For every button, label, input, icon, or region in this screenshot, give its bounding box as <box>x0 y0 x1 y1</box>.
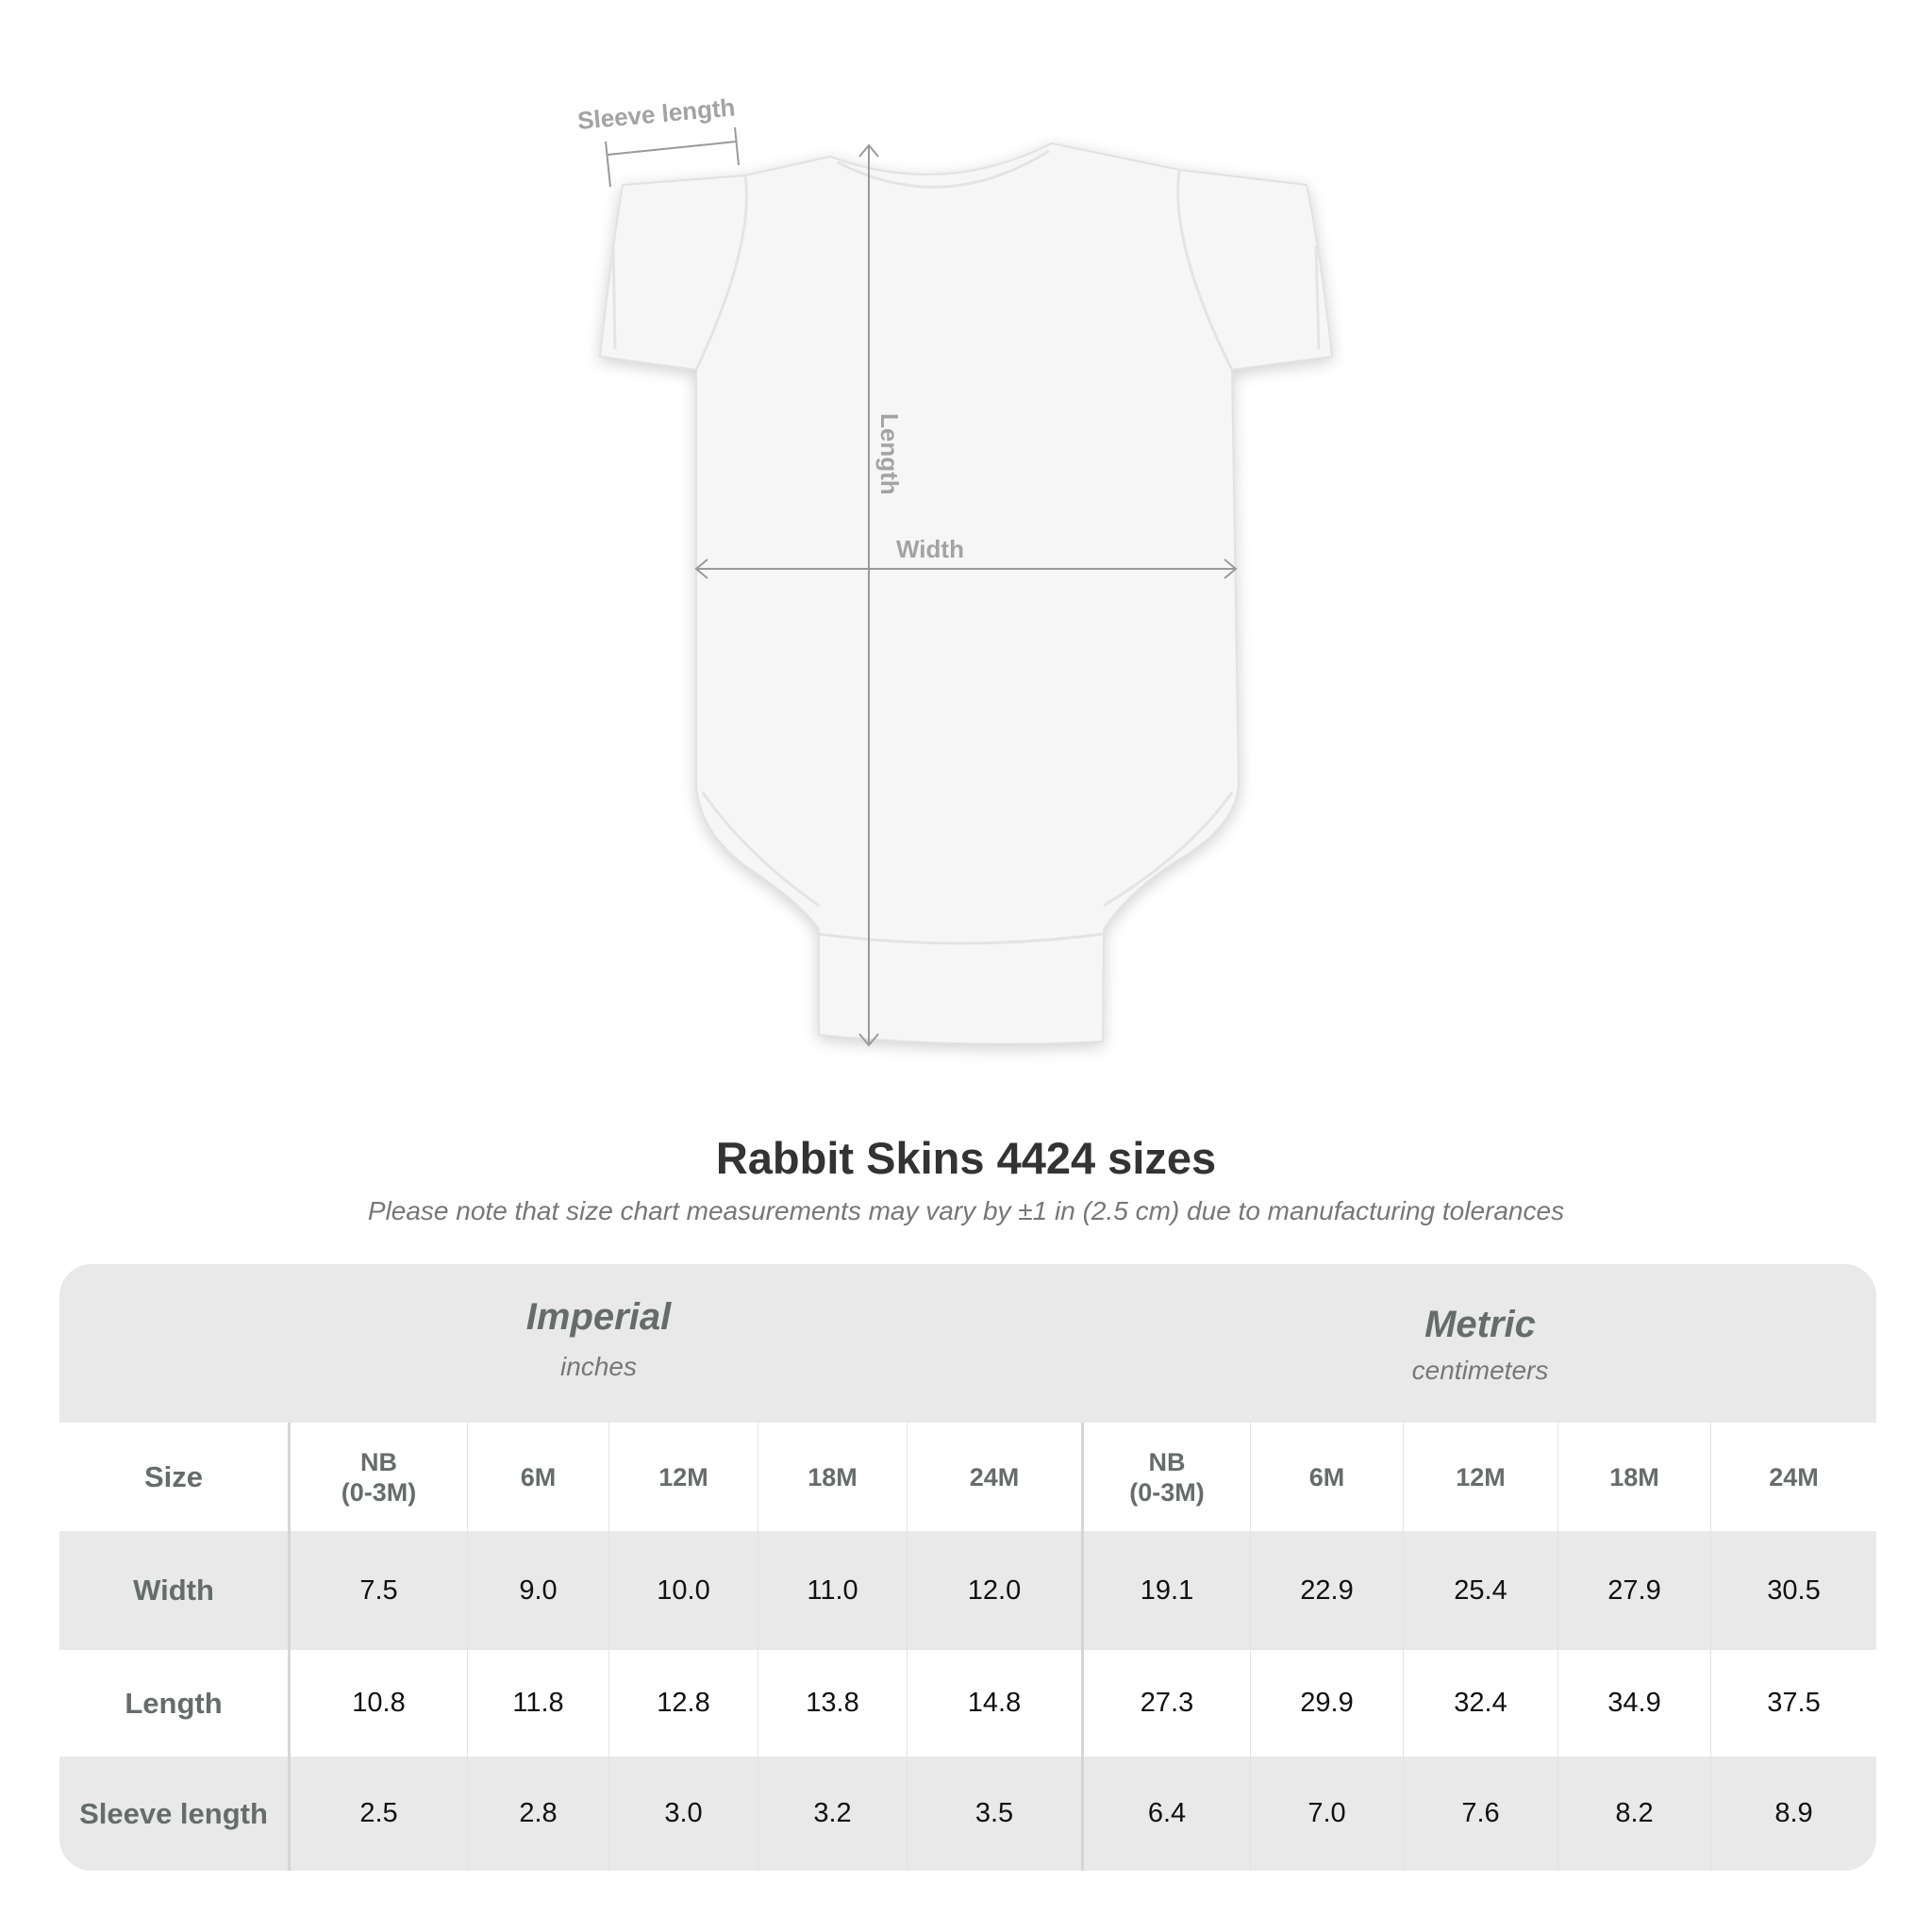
table-row: Width 7.5 9.0 10.0 11.0 12.0 19.1 22.9 25.4 27.9 3… <box>59 1531 1876 1650</box>
size-header-cell: 12M <box>609 1423 758 1531</box>
tolerance-note: Please note that size chart measurements… <box>367 1196 1565 1225</box>
imperial-value-cell: 3.5 <box>908 1757 1084 1871</box>
width-label: Width <box>896 535 964 563</box>
size-header-cell: 18M <box>1558 1423 1711 1531</box>
imperial-value-cell: 2.8 <box>468 1757 609 1871</box>
size-header-cell: 24M <box>908 1423 1084 1531</box>
imperial-value-cell: 3.0 <box>609 1757 758 1871</box>
row-label: Length <box>59 1650 291 1757</box>
table-row: Sleeve length 2.5 2.8 3.0 3.2 3.5 6.4 7.0 7.6 8.2… <box>59 1757 1876 1871</box>
imperial-value-cell: 3.2 <box>758 1757 908 1871</box>
imperial-value-cell: 10.0 <box>609 1531 758 1650</box>
imperial-value-cell: 9.0 <box>468 1531 609 1650</box>
imperial-value-cell: 13.8 <box>758 1650 908 1757</box>
imperial-value-cell: 12.0 <box>908 1531 1084 1650</box>
size-header-row: Size NB (0-3M) 6M 12M 18M 24M NB (0-3M) 6M 12M 18… <box>59 1423 1876 1531</box>
onesie-illustration <box>598 142 1334 1045</box>
metric-title: Metric <box>1424 1304 1536 1345</box>
imperial-value-cell: 11.8 <box>468 1650 609 1757</box>
page-title: Rabbit Skins 4424 sizes <box>715 1133 1217 1183</box>
imperial-value-cell: 2.5 <box>291 1757 468 1871</box>
metric-value-cell: 27.3 <box>1084 1650 1251 1757</box>
metric-value-cell: 22.9 <box>1251 1531 1404 1650</box>
length-label: Length <box>875 413 904 495</box>
imperial-value-cell: 12.8 <box>609 1650 758 1757</box>
imperial-title: Imperial <box>525 1296 672 1338</box>
sleeve-length-label: Sleeve length <box>576 92 737 134</box>
width-measure: Width <box>694 535 1238 579</box>
metric-value-cell: 19.1 <box>1084 1531 1251 1650</box>
metric-value-cell: 29.9 <box>1251 1650 1404 1757</box>
metric-value-cell: 8.2 <box>1558 1757 1711 1871</box>
size-header-cell: 6M <box>1251 1423 1404 1531</box>
metric-value-cell: 6.4 <box>1084 1757 1251 1871</box>
size-column-label: Size <box>59 1423 291 1531</box>
metric-unit: centimeters <box>1411 1356 1549 1385</box>
size-header-cell: 12M <box>1404 1423 1558 1531</box>
metric-value-cell: 7.0 <box>1251 1757 1404 1871</box>
size-header-cell: NB (0-3M) <box>1084 1423 1251 1531</box>
size-header-cell: 18M <box>758 1423 908 1531</box>
size-header-cell: 24M <box>1769 1462 1819 1491</box>
size-table: Imperial inches Metric centimeters Size N… <box>59 1264 1876 1871</box>
row-label: Width <box>59 1531 291 1650</box>
imperial-value-cell: 11.0 <box>758 1531 908 1650</box>
metric-value-cell: 8.9 <box>1774 1798 1813 1828</box>
metric-value-cell: 37.5 <box>1767 1688 1821 1718</box>
imperial-header: Imperial inches <box>291 1264 907 1455</box>
row-label: Sleeve length <box>59 1757 291 1871</box>
onesie-diagram: Length Width Sleeve length <box>576 92 1334 1047</box>
metric-value-cell: 7.6 <box>1404 1757 1558 1871</box>
metric-value-cell: 30.5 <box>1767 1574 1821 1606</box>
size-header-cell: NB (0-3M) <box>291 1423 468 1531</box>
metric-value-cell: 27.9 <box>1558 1531 1711 1650</box>
metric-header: Metric centimeters <box>1084 1264 1876 1462</box>
length-measure: Length <box>858 143 904 1047</box>
metric-value-cell: 32.4 <box>1404 1650 1558 1757</box>
metric-value-cell: 25.4 <box>1404 1531 1558 1650</box>
imperial-unit: inches <box>560 1352 637 1381</box>
sleeve-length-measure: Sleeve length <box>576 92 740 188</box>
imperial-value-cell: 7.5 <box>291 1531 468 1650</box>
table-row: Length 10.8 11.8 12.8 13.8 14.8 27.3 29.9 32.4 34… <box>59 1650 1876 1757</box>
imperial-value-cell: 10.8 <box>291 1650 468 1757</box>
metric-value-cell: 34.9 <box>1558 1650 1711 1757</box>
imperial-value-cell: 14.8 <box>908 1650 1084 1757</box>
size-header-cell: 6M <box>468 1423 609 1531</box>
